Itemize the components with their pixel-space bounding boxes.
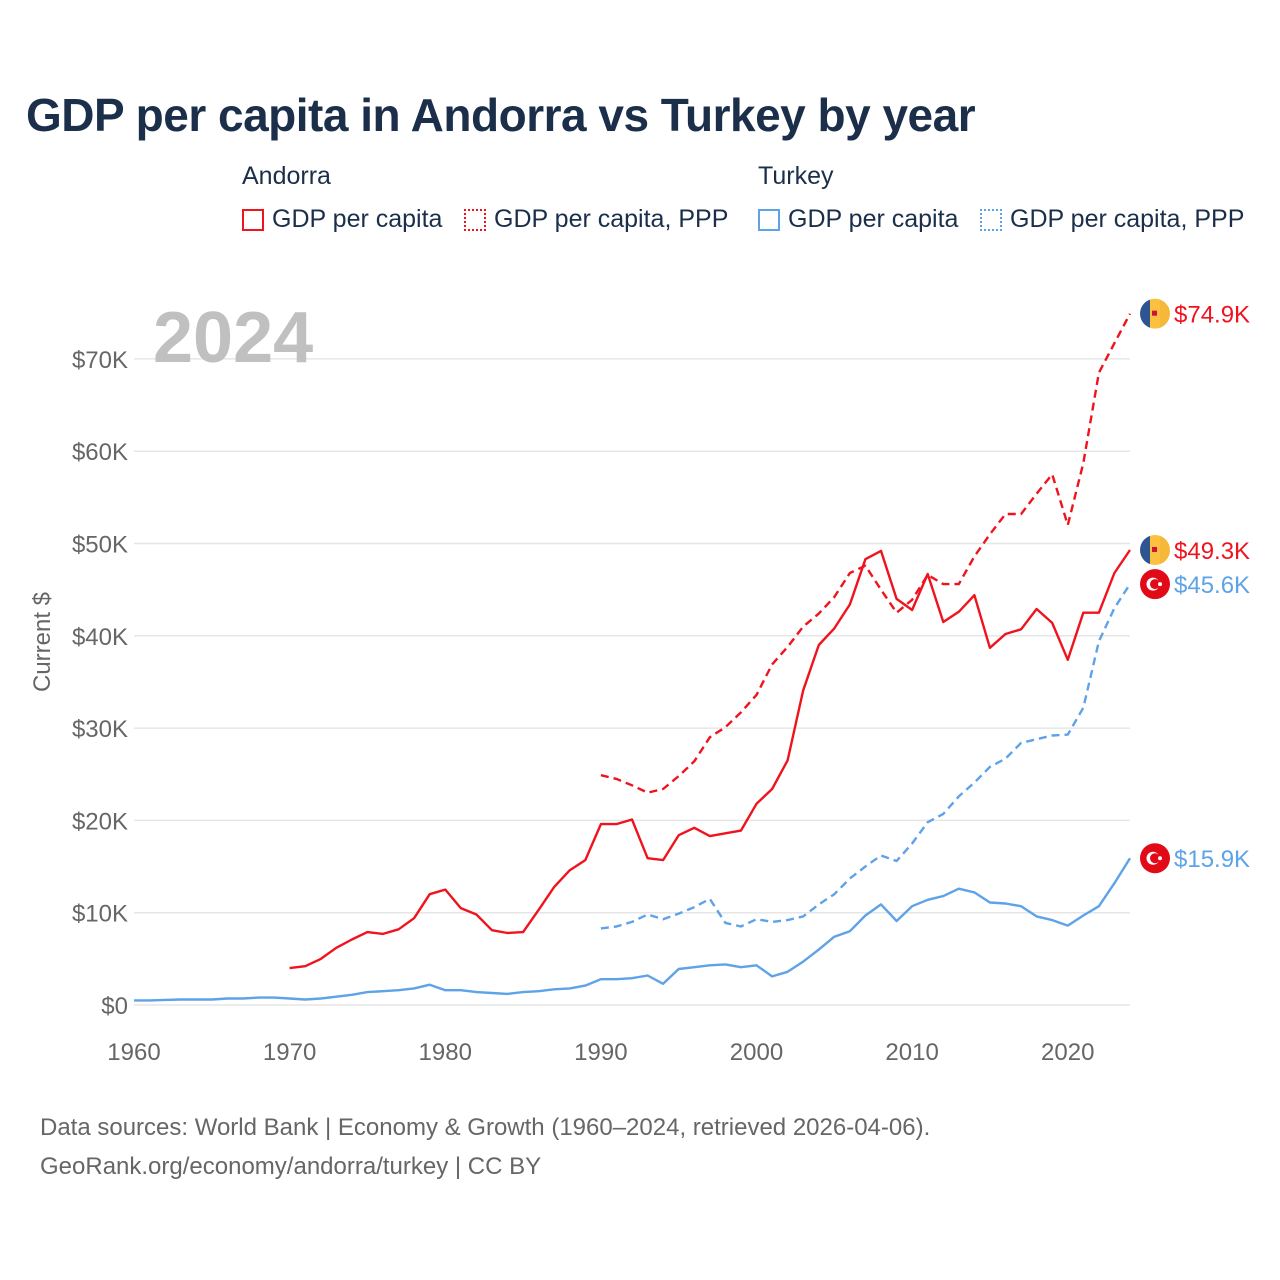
andorra-flag-icon [1140,534,1170,565]
source-link[interactable]: GeoRank.org/economy/andorra/turkey | CC … [40,1153,542,1180]
y-tick-label: $60K [72,439,128,466]
x-tick-label: 2010 [885,1039,938,1066]
end-value-label: $49.3K [1174,538,1250,565]
series-line-0[interactable] [289,549,1131,970]
legend-swatch-solid [242,208,264,231]
legend-swatch-dotted [980,208,1002,231]
x-tick-label: 1990 [574,1039,627,1066]
y-tick-label: $40K [72,624,128,651]
end-value-label: $74.9K [1174,302,1250,329]
legend-label: GDP per capita [272,205,443,233]
legend-label: GDP per capita, PPP [1010,205,1245,233]
turkey-flag-icon [1140,843,1170,874]
chart-title: GDP per capita in Andorra vs Turkey by y… [26,89,976,141]
x-tick-label: 2000 [730,1039,783,1066]
legend-label: GDP per capita [788,205,959,233]
legend-turkey-gdp[interactable]: GDP per capita [758,205,958,234]
y-tick-label: $50K [72,532,128,559]
end-value-label: $15.9K [1174,846,1250,873]
x-tick-label: 1970 [263,1039,316,1066]
legend-andorra-gdp-ppp[interactable]: GDP per capita, PPP [464,205,728,234]
y-tick-label: $20K [72,808,128,835]
end-value-label: $45.6K [1174,572,1250,599]
turkey-flag-icon [1140,569,1170,600]
legend-swatch-dotted [464,208,486,231]
source-line: Data sources: World Bank | Economy & Gro… [40,1114,931,1141]
x-tick-label: 1980 [419,1039,472,1066]
legend-label: GDP per capita, PPP [494,205,729,233]
legend-group-turkey: Turkey [758,162,834,190]
y-tick-label: $0 [101,993,128,1020]
legend-swatch-solid [758,208,780,231]
legend-andorra-gdp[interactable]: GDP per capita [242,205,442,234]
source-note: Data sources: World Bank | Economy & Gro… [40,1108,930,1186]
legend-turkey-gdp-ppp[interactable]: GDP per capita, PPP [980,205,1244,234]
year-watermark: 2024 [153,298,313,378]
legend-group-andorra: Andorra [242,162,331,190]
series-line-1[interactable] [600,313,1132,794]
y-tick-label: $70K [72,347,128,374]
y-tick-label: $30K [72,716,128,743]
y-tick-label: $10K [72,901,128,928]
x-tick-label: 1960 [107,1039,160,1066]
y-axis-label: Current $ [29,592,56,692]
x-tick-label: 2020 [1041,1039,1094,1066]
series-line-2[interactable] [134,857,1132,1002]
andorra-flag-icon [1140,298,1170,329]
series-line-3[interactable] [600,583,1132,930]
